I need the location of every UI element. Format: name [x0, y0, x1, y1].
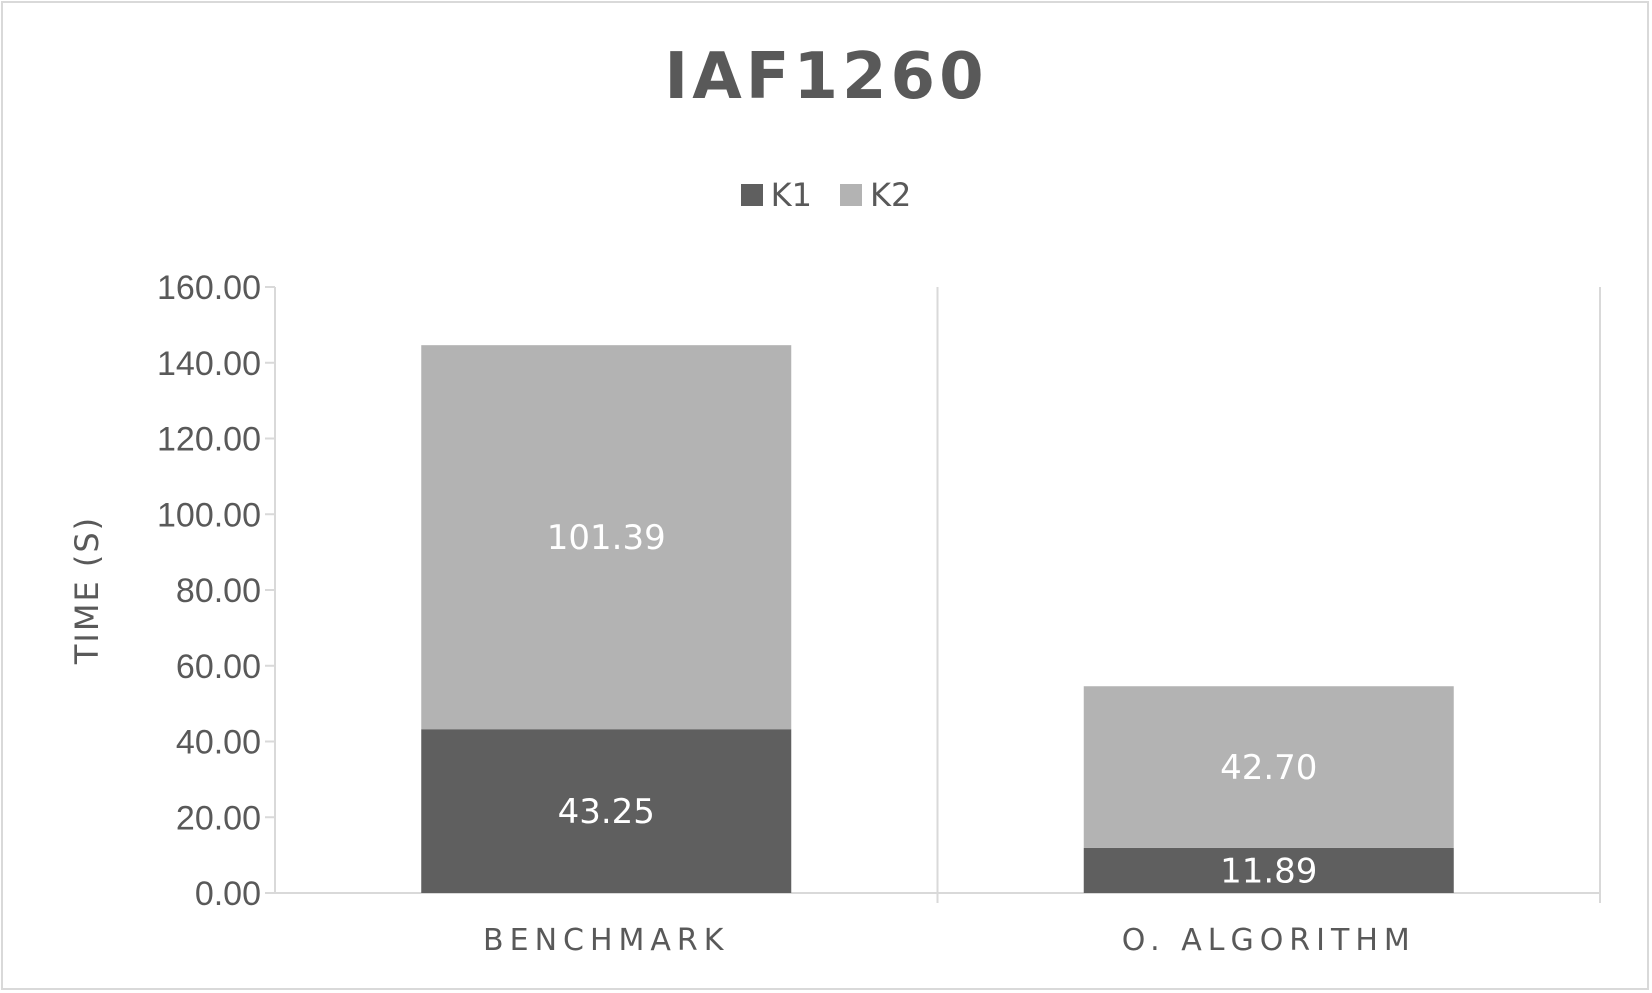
legend-label-k2: K2 [870, 176, 912, 214]
bar-k1-2 [1083, 847, 1454, 893]
legend-item-k2: K2 [840, 176, 911, 214]
data-label: 42.70 [1220, 748, 1317, 788]
y-axis-title: TIME (S) [68, 516, 106, 665]
x-category-label: BENCHMARK [483, 923, 729, 958]
chart-title: IAF1260 [664, 40, 988, 114]
y-tick-label: 40.00 [176, 724, 261, 762]
legend-swatch-k1 [740, 184, 763, 206]
legend-swatch-k2 [840, 184, 862, 206]
y-tick-label: 20.00 [176, 799, 261, 837]
data-label: 43.25 [558, 792, 655, 832]
bar-k2-2 [1083, 686, 1454, 848]
y-tick-label: 140.00 [157, 345, 261, 383]
x-category-label: O. ALGORITHM [1122, 923, 1416, 958]
legend-label-k1: K1 [770, 176, 812, 214]
y-tick-label: 100.00 [157, 496, 261, 534]
data-label: 11.89 [1220, 851, 1317, 891]
bar-k1-1 [421, 729, 792, 893]
bar-k2-1 [421, 345, 792, 730]
legend-item-k1: K1 [740, 176, 812, 214]
y-tick-label: 160.00 [157, 269, 261, 307]
y-tick-label: 60.00 [176, 648, 261, 686]
data-label: 101.39 [547, 518, 666, 558]
y-tick-label: 80.00 [176, 572, 261, 610]
y-tick-label: 120.00 [157, 421, 261, 459]
y-tick-label: 0.00 [195, 875, 261, 913]
chart-legend: K1 K2 [0, 176, 1652, 214]
